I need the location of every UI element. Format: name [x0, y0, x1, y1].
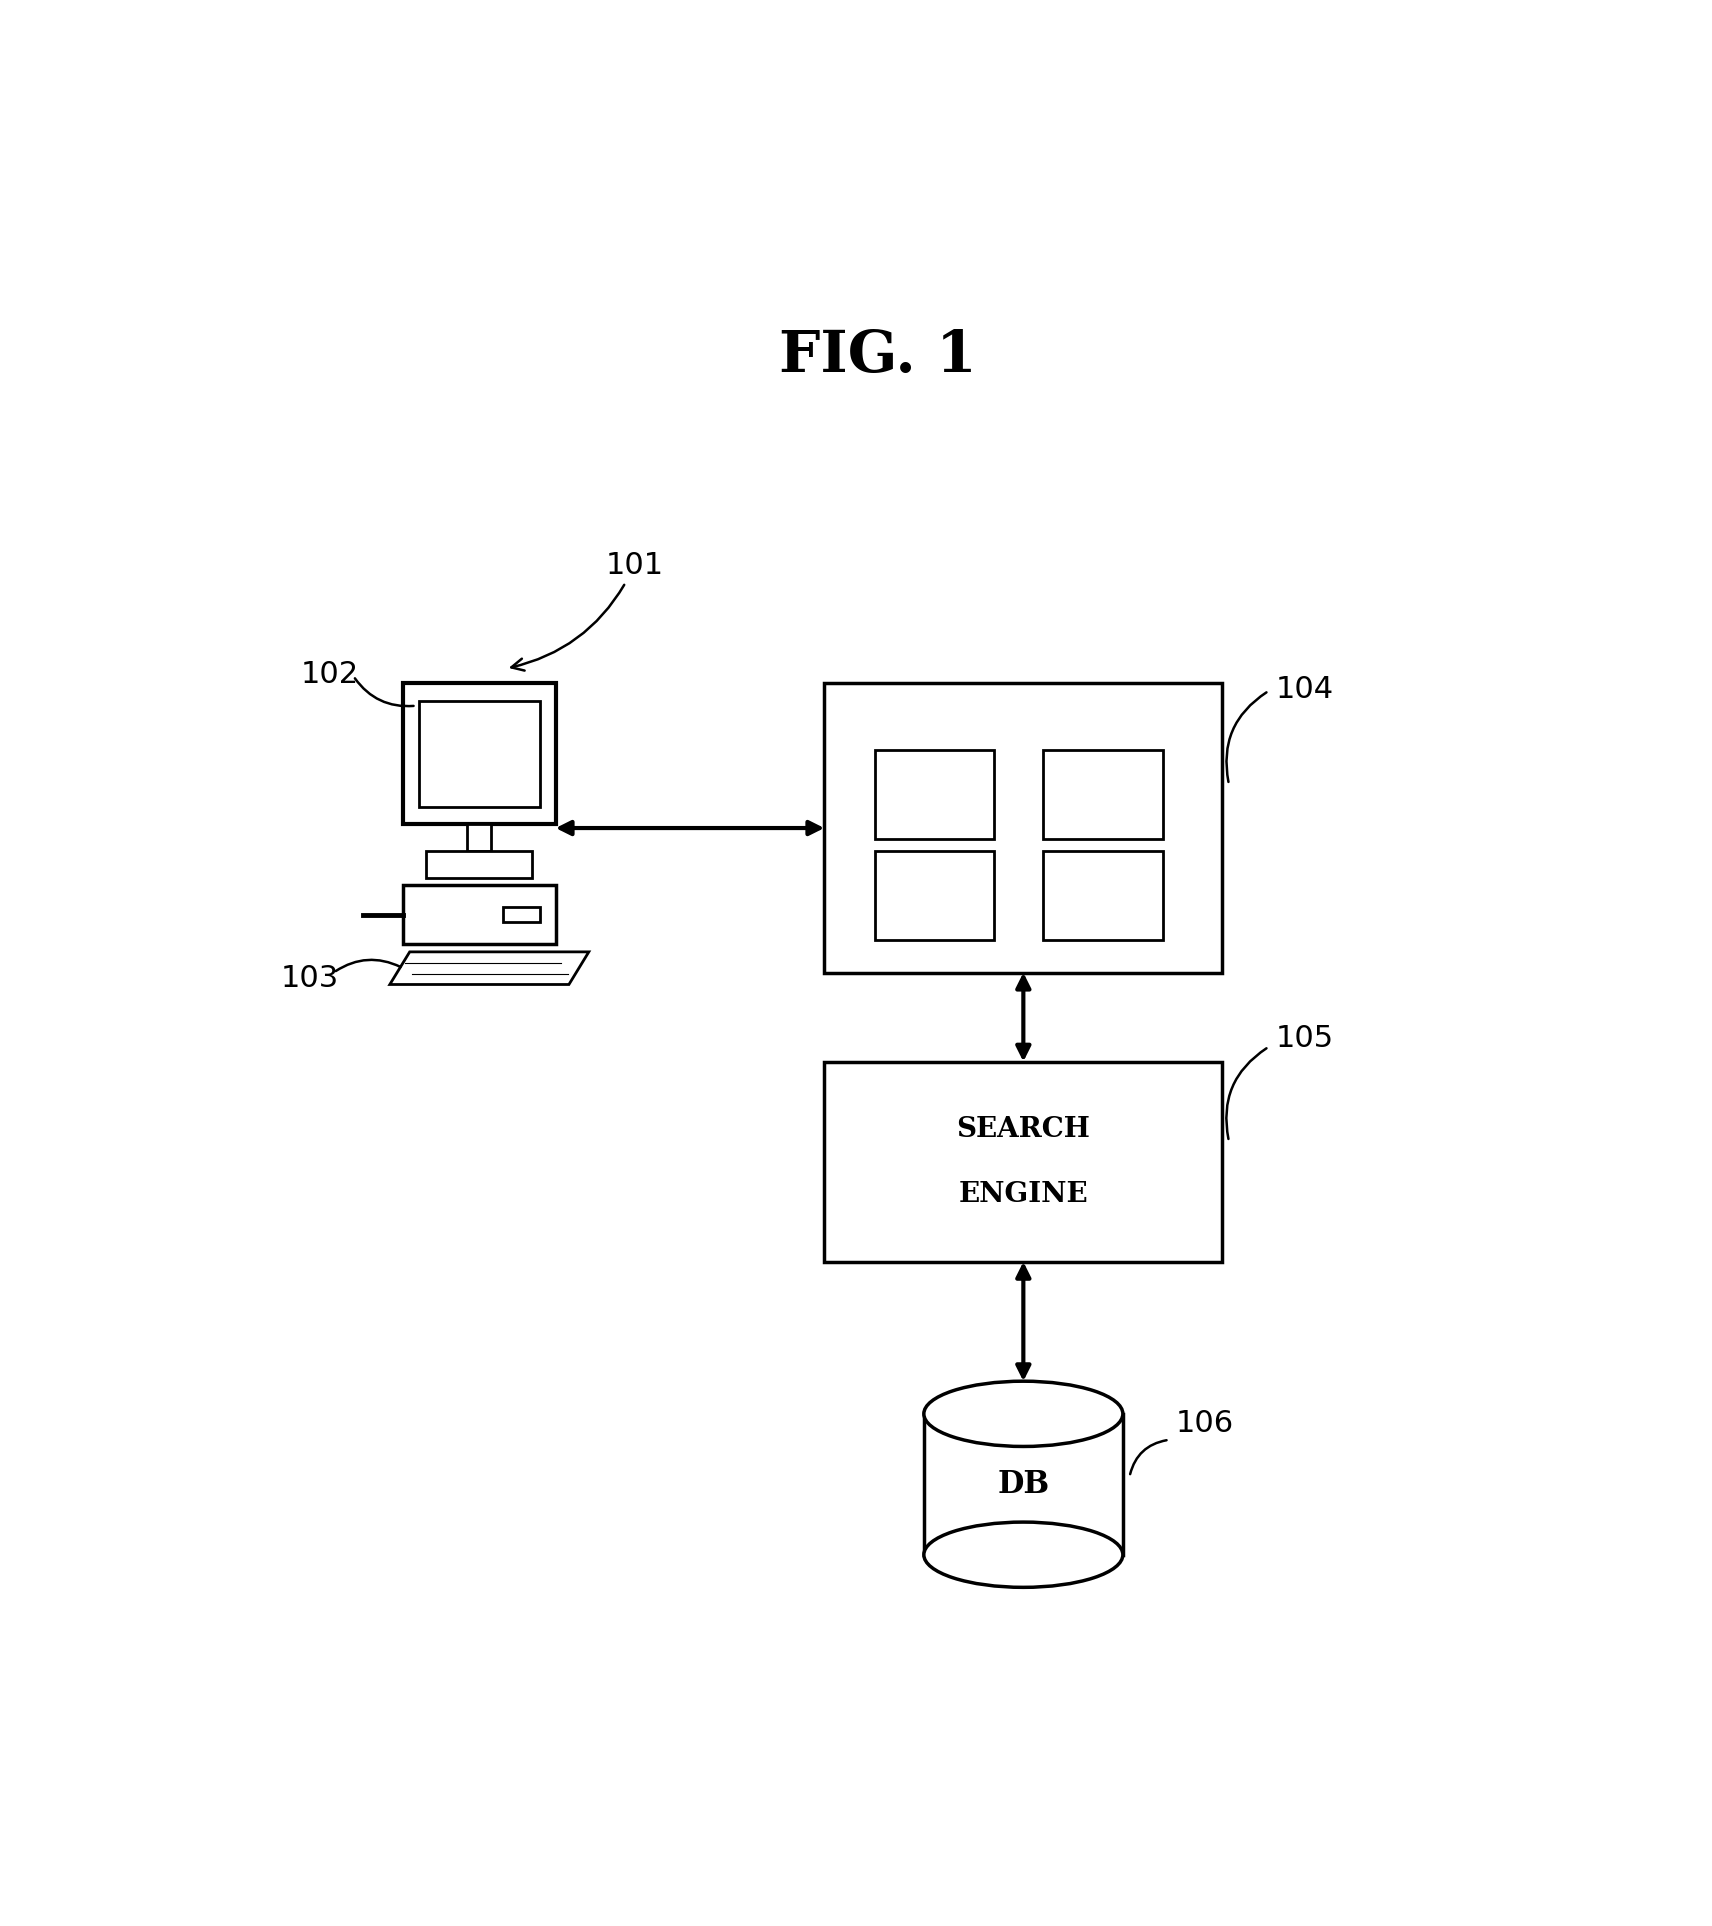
FancyBboxPatch shape [875, 751, 995, 840]
Text: 101: 101 [512, 551, 664, 670]
FancyBboxPatch shape [402, 886, 556, 944]
FancyBboxPatch shape [823, 1061, 1222, 1262]
Text: 106: 106 [1176, 1410, 1234, 1439]
Ellipse shape [924, 1381, 1123, 1446]
FancyBboxPatch shape [875, 851, 995, 940]
FancyBboxPatch shape [503, 907, 539, 923]
Text: 103: 103 [281, 965, 339, 994]
FancyBboxPatch shape [467, 824, 491, 851]
Text: SEARCH: SEARCH [957, 1115, 1091, 1142]
FancyBboxPatch shape [419, 701, 539, 807]
Text: 105: 105 [1275, 1025, 1334, 1054]
Ellipse shape [924, 1522, 1123, 1587]
Polygon shape [390, 951, 589, 984]
Text: 102: 102 [300, 661, 358, 690]
FancyBboxPatch shape [1043, 751, 1162, 840]
FancyBboxPatch shape [402, 684, 556, 824]
Text: FIG. 1: FIG. 1 [779, 327, 976, 383]
FancyBboxPatch shape [823, 684, 1222, 973]
Text: 104: 104 [1275, 676, 1334, 705]
Text: ENGINE: ENGINE [959, 1181, 1089, 1208]
FancyBboxPatch shape [426, 851, 532, 878]
FancyBboxPatch shape [924, 1414, 1123, 1554]
FancyBboxPatch shape [1043, 851, 1162, 940]
Text: DB: DB [998, 1470, 1049, 1500]
